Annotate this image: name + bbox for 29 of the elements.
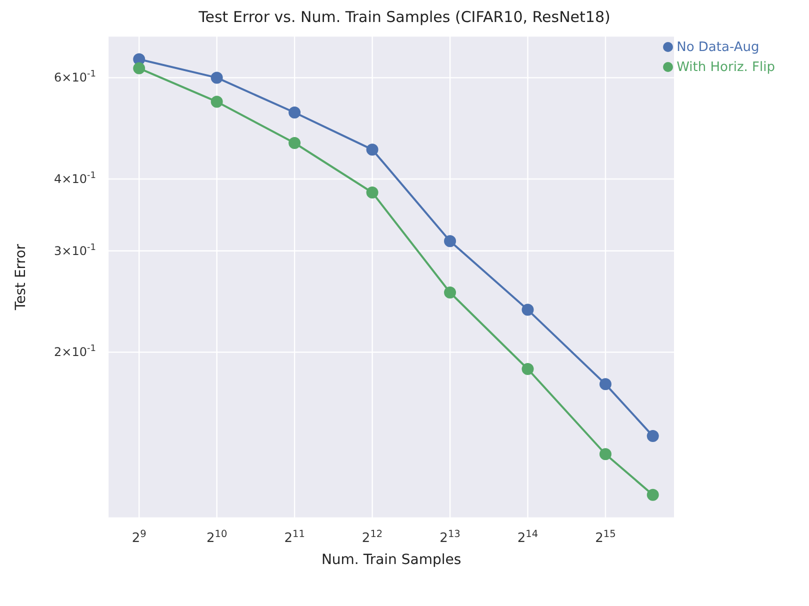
x-tick-label: 2$^{14}$	[517, 528, 538, 546]
point	[366, 144, 378, 156]
x-tick-label: 2$^{15}$	[595, 528, 616, 546]
x-tick-label: 2$^{12}$	[362, 528, 383, 546]
x-tick-label: 2$^{9}$	[132, 528, 146, 546]
point	[210, 96, 223, 108]
x-axis-title: Num. Train Samples	[321, 552, 462, 568]
point	[444, 286, 456, 298]
point	[522, 304, 534, 316]
x-tick-label: 2$^{13}$	[440, 528, 460, 546]
x-tick-label: 2$^{11}$	[284, 528, 305, 546]
legend-label: No Data-Aug	[676, 40, 760, 55]
y-axis-title: Test Error	[12, 244, 29, 312]
point	[599, 378, 612, 390]
y-tick-label: 6×10$^{-1}$	[54, 70, 96, 85]
point	[366, 186, 378, 198]
point	[133, 62, 146, 74]
x-tick-label: 2$^{10}$	[206, 528, 228, 546]
point	[288, 106, 301, 118]
y-tick-label: 4×10$^{-1}$	[54, 171, 96, 186]
chart-title: Test Error vs. Num. Train Samples (CIFAR10, ResNet18)	[198, 8, 612, 28]
legend-label: With Horiz. Flip	[676, 60, 775, 75]
point	[288, 137, 301, 150]
point	[444, 235, 456, 248]
y-tick-label: 3×10$^{-1}$	[54, 242, 96, 258]
y-tick-label: 2×10$^{-1}$	[54, 344, 96, 360]
point	[522, 362, 534, 375]
point	[210, 72, 223, 84]
point	[599, 448, 612, 460]
